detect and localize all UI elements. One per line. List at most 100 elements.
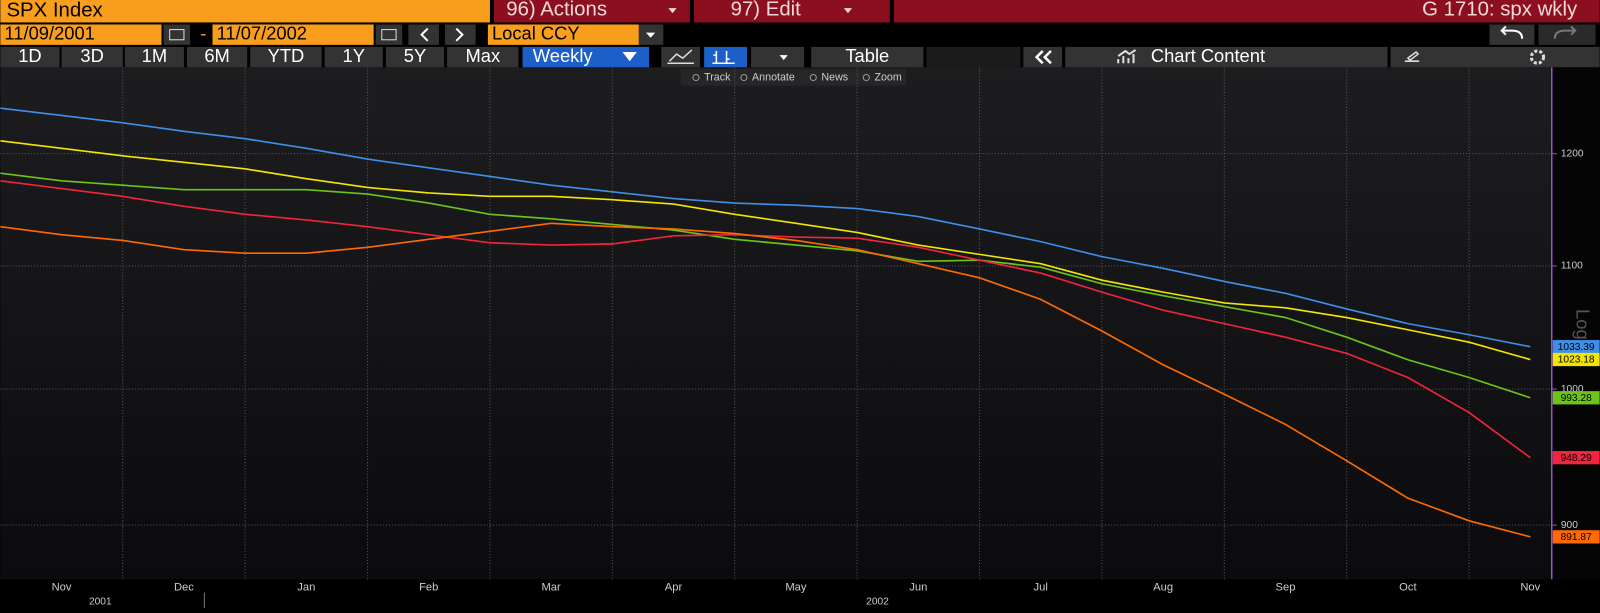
y-tick-label: 1200 — [1561, 148, 1584, 159]
period-label: 3D — [80, 45, 103, 66]
year-label: 2002 — [866, 596, 889, 607]
redo-button[interactable] — [1538, 24, 1596, 45]
dropdown-arrow — [843, 8, 853, 14]
chart-content: Chart Content — [1151, 45, 1265, 66]
calendar-button[interactable] — [163, 24, 191, 45]
bar-style-button[interactable] — [704, 46, 747, 68]
frequency-button[interactable] — [522, 46, 650, 68]
tool-label: Zoom — [874, 71, 901, 83]
next-icon — [455, 27, 464, 42]
style-dropdown[interactable] — [751, 46, 805, 68]
last-value-tag — [1552, 530, 1600, 544]
redo-icon — [1553, 25, 1577, 39]
last-value-label: 993.28 — [1561, 393, 1592, 404]
period-button[interactable] — [0, 46, 60, 68]
last-value-tag — [1552, 451, 1600, 465]
x-tick-label: Feb — [419, 581, 438, 593]
tool-bar — [680, 69, 907, 86]
calendar-button[interactable] — [375, 24, 403, 45]
x-tick-label: Nov — [1520, 581, 1540, 593]
x-tick-label: Jun — [909, 581, 927, 593]
chart-content-button[interactable] — [1065, 46, 1388, 68]
period-button[interactable] — [447, 46, 519, 68]
last-value-tag — [1552, 391, 1600, 405]
period-label: 6M — [204, 45, 229, 66]
page-code: G 1710: spx wkly — [1422, 0, 1578, 21]
tool-icon[interactable] — [740, 73, 748, 82]
last-value-label: 891.87 — [1561, 532, 1592, 543]
start-date[interactable] — [0, 24, 162, 45]
page-bar — [893, 0, 1600, 23]
period-label: 5Y — [404, 45, 426, 66]
edit: 97) Edit — [731, 0, 802, 21]
series-line — [0, 107, 1531, 348]
year-label: 2001 — [89, 596, 112, 607]
settings-bar — [1390, 46, 1600, 68]
axis-area — [1550, 67, 1600, 580]
chart-content-icon — [1117, 49, 1137, 64]
x-tick-label: Apr — [665, 581, 683, 593]
currency-field[interactable] — [487, 24, 639, 45]
last-value-label: 948.29 — [1561, 453, 1592, 464]
end-date[interactable] — [212, 24, 374, 45]
x-tick-label: Oct — [1399, 581, 1417, 593]
collapse-button[interactable] — [1023, 46, 1063, 68]
end-date-text: 11/07/2002 — [217, 23, 307, 44]
dropdown-arrow — [668, 8, 677, 14]
table-button[interactable] — [811, 46, 924, 68]
period-button[interactable] — [385, 46, 445, 68]
line-icon — [667, 49, 694, 65]
last-value-tag — [1552, 340, 1600, 354]
series-line — [0, 180, 1531, 459]
scale-note: Log — [1572, 309, 1593, 340]
undo-button[interactable] — [1489, 24, 1535, 45]
period-button[interactable] — [250, 46, 322, 68]
prev-button[interactable] — [408, 24, 439, 45]
period-label: 1M — [142, 45, 167, 66]
period-button[interactable] — [187, 46, 248, 68]
x-axis-area — [0, 579, 1600, 613]
spacer — [926, 46, 1021, 68]
tool-icon[interactable] — [692, 73, 700, 82]
next-button[interactable] — [445, 24, 476, 45]
x-tick-label: May — [785, 581, 807, 593]
security-field[interactable] — [0, 0, 490, 23]
plot-area — [0, 67, 1551, 580]
last-value-label: 1023.18 — [1558, 355, 1595, 366]
period-label: 1Y — [343, 45, 365, 66]
x-tick-label: Mar — [541, 581, 561, 593]
period-label: YTD — [268, 45, 305, 66]
edit-icon[interactable] — [1404, 51, 1420, 62]
settings-icon[interactable] — [1529, 49, 1546, 65]
x-tick-label: Aug — [1153, 581, 1173, 593]
table: Table — [845, 45, 889, 66]
tool-icon[interactable] — [862, 73, 870, 82]
tool-label: Annotate — [752, 71, 795, 83]
currency: Local CCY — [492, 23, 580, 44]
prev-icon — [420, 27, 429, 42]
last-value-label: 1033.39 — [1558, 342, 1595, 353]
tool-icon[interactable] — [809, 73, 817, 82]
calendar-icon — [381, 29, 397, 41]
edit-menu[interactable] — [693, 0, 890, 23]
period-button[interactable] — [124, 46, 184, 68]
period-button[interactable] — [61, 46, 123, 68]
period-button[interactable] — [324, 46, 383, 68]
last-value-tag — [1552, 352, 1600, 367]
date-separator: - — [200, 23, 206, 44]
actions-menu[interactable] — [494, 0, 690, 23]
series-line — [0, 222, 1531, 538]
x-tick-label: Nov — [52, 581, 72, 593]
undo-icon — [1500, 25, 1524, 39]
y-tick-label: 900 — [1561, 520, 1578, 531]
frequency: Weekly — [533, 45, 594, 66]
x-tick-label: Jul — [1034, 581, 1048, 593]
period-label: Max — [465, 45, 500, 66]
bar-icon — [712, 50, 735, 65]
collapse-icon — [1034, 50, 1052, 65]
x-tick-label: Dec — [174, 581, 194, 593]
y-tick-label: 1000 — [1561, 384, 1584, 395]
dropdown-arrow — [622, 52, 637, 62]
